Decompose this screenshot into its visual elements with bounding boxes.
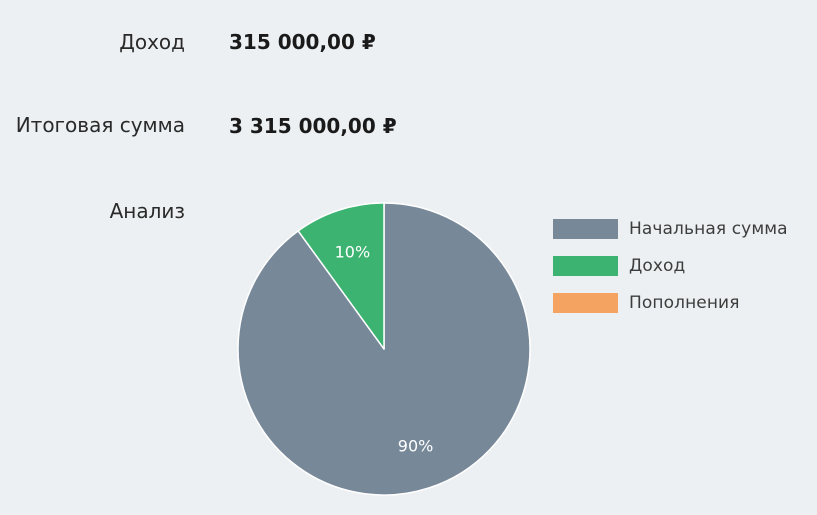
legend-label: Доход [629, 255, 686, 276]
legend-label: Начальная сумма [629, 218, 788, 239]
legend-swatch [553, 292, 618, 313]
chart-legend: Начальная сумма Доход Пополнения [553, 216, 788, 327]
total-sum-value: 3 315 000,00 ₽ [229, 114, 397, 138]
pie-slice-1[interactable] [297, 202, 385, 350]
legend-swatch [553, 218, 618, 239]
legend-item[interactable]: Пополнения [553, 290, 788, 315]
pie-slice-label-1: 10% [335, 242, 371, 261]
legend-label: Пополнения [629, 292, 740, 313]
income-value: 315 000,00 ₽ [229, 30, 376, 54]
total-sum-label: Итоговая сумма [15, 113, 185, 137]
legend-swatch [553, 255, 618, 276]
pie-chart: 90% 10% [237, 202, 531, 496]
income-label: Доход [119, 30, 185, 54]
pie-slice-label-0: 90% [398, 437, 434, 456]
legend-item[interactable]: Доход [553, 253, 788, 278]
legend-item[interactable]: Начальная сумма [553, 216, 788, 241]
analysis-label: Анализ [109, 199, 185, 223]
